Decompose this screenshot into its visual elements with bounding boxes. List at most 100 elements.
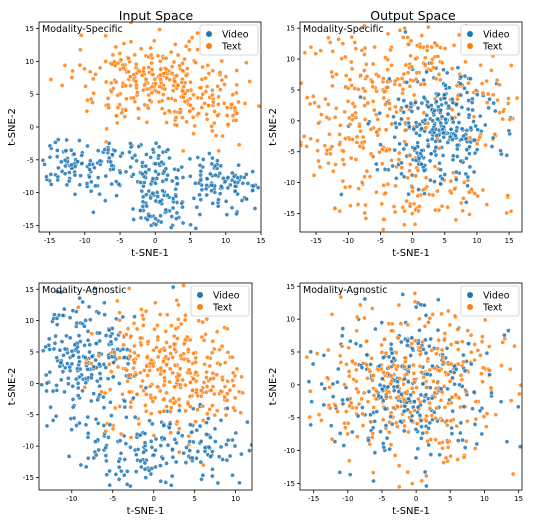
point-text xyxy=(412,408,417,413)
point-video xyxy=(490,135,496,141)
plot-input-modality-agnostic: -10 -5 0 5 10-15-10-5051015t-SNE-1t-SNE-2Mod… xyxy=(7,282,253,517)
point-text xyxy=(445,445,451,450)
point-video xyxy=(94,378,100,384)
point-video xyxy=(103,453,109,458)
point-video xyxy=(450,157,456,163)
point-text xyxy=(434,351,439,357)
point-text xyxy=(169,323,174,329)
point-text xyxy=(342,184,348,190)
point-text xyxy=(376,73,382,79)
point-video xyxy=(158,443,164,448)
point-video xyxy=(61,306,67,312)
point-text xyxy=(155,323,160,328)
point-video xyxy=(394,384,400,389)
point-text xyxy=(422,55,428,61)
point-text xyxy=(191,92,196,98)
point-video xyxy=(438,167,444,173)
point-text xyxy=(409,341,415,346)
point-text xyxy=(152,395,158,401)
point-video xyxy=(401,408,407,414)
point-text xyxy=(418,82,424,87)
x-tick-label: -5 xyxy=(109,495,116,503)
point-text xyxy=(323,96,328,102)
point-text xyxy=(187,370,193,376)
x-tick-label: 5 xyxy=(188,237,192,245)
point-text xyxy=(48,77,54,82)
point-text xyxy=(451,42,457,48)
point-text xyxy=(488,385,494,391)
point-text xyxy=(355,202,361,207)
point-video xyxy=(132,153,138,158)
point-video xyxy=(62,346,68,352)
x-axis-label: t-SNE-1 xyxy=(131,248,169,259)
point-video xyxy=(415,404,421,410)
point-text xyxy=(417,352,423,357)
point-video xyxy=(92,285,97,291)
point-video xyxy=(104,472,110,478)
y-axis-label: t-SNE-2 xyxy=(7,368,18,406)
y-tick-label: 0 xyxy=(30,380,34,388)
point-text xyxy=(485,91,491,97)
point-text xyxy=(392,453,398,458)
y-tick-label: 15 xyxy=(25,25,34,33)
point-text xyxy=(138,342,144,348)
point-text xyxy=(143,403,148,408)
x-tick-label: -5 xyxy=(377,237,384,245)
point-video xyxy=(158,219,164,225)
point-video xyxy=(358,343,363,349)
point-text xyxy=(193,359,199,365)
point-video xyxy=(404,343,410,348)
point-video xyxy=(434,133,440,138)
point-text xyxy=(158,77,164,82)
point-video xyxy=(85,328,91,334)
point-video xyxy=(224,442,229,447)
point-text xyxy=(107,387,113,392)
point-text xyxy=(505,193,511,198)
point-video xyxy=(386,76,392,82)
point-video xyxy=(62,157,68,163)
point-video xyxy=(128,444,133,450)
point-video xyxy=(50,388,56,394)
point-text xyxy=(161,408,167,414)
point-text xyxy=(363,216,369,221)
point-video xyxy=(470,107,475,113)
point-text xyxy=(334,71,339,77)
point-text xyxy=(108,369,114,374)
point-text xyxy=(489,67,494,73)
legend-marker-video xyxy=(206,31,212,37)
point-video xyxy=(408,100,414,106)
point-text xyxy=(209,128,215,134)
point-text xyxy=(234,111,240,116)
point-video xyxy=(199,476,204,482)
point-video xyxy=(142,431,148,436)
point-text xyxy=(162,110,168,116)
point-video xyxy=(423,350,429,356)
point-video xyxy=(224,457,230,463)
point-text xyxy=(115,105,121,110)
point-text xyxy=(161,71,167,76)
point-text xyxy=(397,82,403,88)
point-video xyxy=(401,428,407,434)
point-video xyxy=(470,406,475,412)
point-text xyxy=(151,38,157,44)
y-tick-label: -5 xyxy=(27,411,34,419)
point-video xyxy=(428,177,433,183)
point-text xyxy=(312,100,317,106)
point-text xyxy=(391,204,397,209)
point-text xyxy=(408,53,413,59)
point-text xyxy=(506,96,511,101)
point-video xyxy=(255,185,261,191)
point-video xyxy=(399,160,404,166)
point-text xyxy=(396,302,402,308)
point-text xyxy=(385,84,391,90)
point-video xyxy=(175,181,180,187)
point-video xyxy=(170,284,176,290)
point-video xyxy=(142,440,148,445)
point-video xyxy=(207,171,213,177)
point-text xyxy=(435,346,440,351)
point-video xyxy=(66,178,72,184)
point-video xyxy=(353,341,359,347)
point-video xyxy=(189,455,195,461)
point-text xyxy=(429,348,434,353)
